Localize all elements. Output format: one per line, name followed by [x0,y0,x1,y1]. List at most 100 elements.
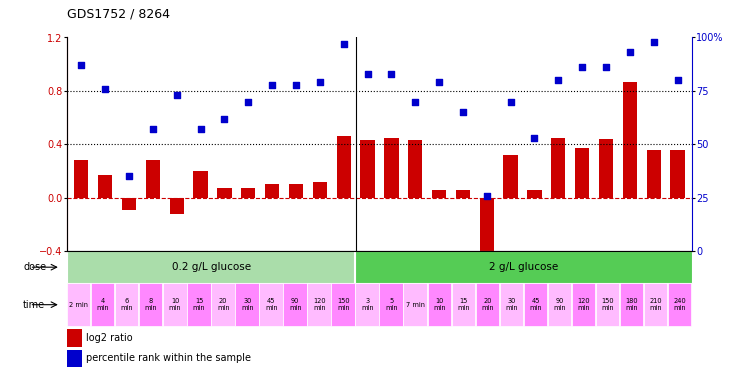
Text: 15
min: 15 min [458,298,470,311]
Bar [193,171,208,198]
Point [624,50,636,55]
Bar [379,283,403,326]
Bar [289,184,303,198]
Text: 2 min: 2 min [69,302,89,307]
Text: 45
min: 45 min [265,298,278,311]
Bar [620,283,644,326]
Bar [139,283,162,326]
Bar [283,283,307,326]
Bar [98,175,112,198]
Point [266,81,278,87]
Bar [548,283,571,326]
Point [75,62,87,68]
Text: 0.2 g/L glucose: 0.2 g/L glucose [172,262,251,272]
Text: percentile rank within the sample: percentile rank within the sample [86,353,251,363]
Bar [67,251,354,283]
Text: 120
min: 120 min [577,298,590,311]
Text: 150
min: 150 min [601,298,614,311]
Text: 120
min: 120 min [313,298,326,311]
Bar [187,283,211,326]
Bar [500,283,523,326]
Bar [259,283,283,326]
Text: dose: dose [23,262,46,272]
Point [600,64,612,70]
Bar [163,283,187,326]
Point [433,80,445,86]
Bar [67,329,82,346]
Text: 180
min: 180 min [626,298,638,311]
Text: 8
min: 8 min [145,298,158,311]
Bar [599,139,613,198]
Bar [211,283,234,326]
Point [147,126,158,132]
Text: 150
min: 150 min [337,298,350,311]
Point [577,64,589,70]
Bar [475,283,499,326]
Bar [408,140,423,198]
Point [170,92,182,98]
Point [457,110,469,116]
Point [338,41,350,47]
Point [219,116,231,122]
Point [314,80,326,86]
Bar [504,155,518,198]
Bar [336,136,351,198]
Text: 5
min: 5 min [385,298,398,311]
Bar [74,160,89,198]
Bar [432,190,446,198]
Bar [571,283,595,326]
Text: 10
min: 10 min [433,298,446,311]
Point [243,99,254,105]
Bar [217,189,231,198]
Bar [146,160,160,198]
Point [195,126,207,132]
Text: 30
min: 30 min [241,298,254,311]
Text: 45
min: 45 min [530,298,542,311]
Point [672,77,684,83]
Point [481,193,493,199]
Text: 15
min: 15 min [193,298,205,311]
Text: 2 g/L glucose: 2 g/L glucose [489,262,558,272]
Bar [524,283,547,326]
Text: 20
min: 20 min [481,298,494,311]
Bar [623,82,637,198]
Bar [265,184,279,198]
Text: time: time [23,300,45,310]
Bar [67,350,82,367]
Bar [356,283,379,326]
Point [552,77,564,83]
Bar [452,283,475,326]
Bar [307,283,331,326]
Point [362,71,373,77]
Bar [91,283,115,326]
Bar [480,198,494,265]
Bar [647,150,661,198]
Bar [115,283,138,326]
Text: 7 min: 7 min [406,302,425,307]
Text: 6
min: 6 min [121,298,133,311]
Text: 210
min: 210 min [650,298,662,311]
Bar [575,148,589,198]
Bar [527,190,542,198]
Bar [456,190,470,198]
Text: 4
min: 4 min [97,298,109,311]
Point [385,71,397,77]
Bar [356,251,692,283]
Text: GDS1752 / 8264: GDS1752 / 8264 [67,8,170,21]
Bar [235,283,259,326]
Point [528,135,540,141]
Point [409,99,421,105]
Bar [670,150,684,198]
Bar [668,283,691,326]
Text: 3
min: 3 min [361,298,373,311]
Point [290,81,302,87]
Text: 90
min: 90 min [289,298,301,311]
Point [504,99,516,105]
Point [99,86,111,92]
Text: 90
min: 90 min [554,298,566,311]
Bar [241,189,255,198]
Text: 30
min: 30 min [505,298,518,311]
Point [123,173,135,179]
Bar [551,138,565,198]
Bar [428,283,451,326]
